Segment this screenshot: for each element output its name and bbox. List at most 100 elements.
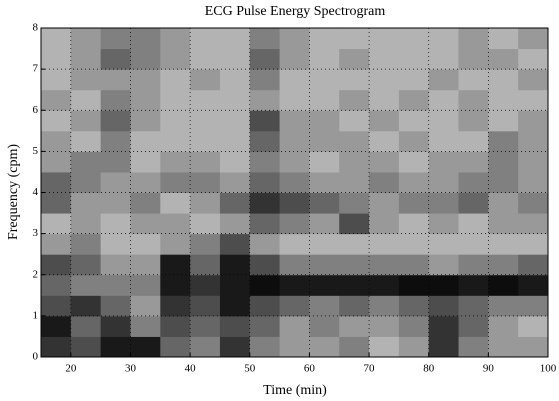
heat-cell bbox=[429, 49, 459, 70]
heat-cell bbox=[101, 90, 131, 111]
heat-cell bbox=[399, 131, 429, 152]
heat-cell bbox=[101, 275, 131, 296]
heat-cell bbox=[488, 151, 518, 172]
heat-cell bbox=[130, 336, 160, 357]
heat-cell bbox=[101, 254, 131, 275]
heat-cell bbox=[250, 90, 280, 111]
heat-cell bbox=[280, 110, 310, 131]
heat-cell bbox=[488, 316, 518, 337]
heat-cell bbox=[309, 90, 339, 111]
heat-cell bbox=[41, 234, 71, 255]
heat-cell bbox=[309, 151, 339, 172]
heat-cell bbox=[190, 213, 220, 234]
heat-cell bbox=[369, 254, 399, 275]
heat-cell bbox=[160, 316, 190, 337]
heat-cell bbox=[71, 254, 101, 275]
y-tick-label: 7 bbox=[33, 63, 39, 75]
y-tick-label: 0 bbox=[33, 351, 39, 363]
heat-cell bbox=[369, 49, 399, 70]
heat-cell bbox=[250, 151, 280, 172]
heat-cell bbox=[41, 151, 71, 172]
heat-cell bbox=[518, 336, 548, 357]
heat-cell bbox=[369, 172, 399, 193]
heat-cell bbox=[41, 213, 71, 234]
heat-cell bbox=[190, 336, 220, 357]
heat-cell bbox=[160, 193, 190, 214]
heat-cell bbox=[369, 131, 399, 152]
heat-cell bbox=[190, 275, 220, 296]
heat-cell bbox=[130, 275, 160, 296]
heat-cell bbox=[488, 275, 518, 296]
heat-cell bbox=[71, 49, 101, 70]
heat-cell bbox=[71, 295, 101, 316]
heat-cell bbox=[190, 295, 220, 316]
heat-cell bbox=[71, 193, 101, 214]
heat-cell bbox=[488, 90, 518, 111]
heat-cell bbox=[429, 110, 459, 131]
heat-cell bbox=[71, 275, 101, 296]
heat-cell bbox=[309, 49, 339, 70]
heat-cell bbox=[459, 69, 489, 90]
heat-cell bbox=[160, 49, 190, 70]
heat-cell bbox=[250, 234, 280, 255]
heat-cell bbox=[399, 275, 429, 296]
heat-cell bbox=[459, 90, 489, 111]
heat-cell bbox=[369, 151, 399, 172]
heat-cell bbox=[250, 131, 280, 152]
heat-cell bbox=[369, 110, 399, 131]
heat-cell bbox=[280, 151, 310, 172]
heat-cell bbox=[488, 295, 518, 316]
heat-cell bbox=[190, 254, 220, 275]
heat-cell bbox=[369, 234, 399, 255]
heat-cell bbox=[130, 193, 160, 214]
heat-cell bbox=[399, 49, 429, 70]
heat-cell bbox=[71, 28, 101, 49]
heat-cell bbox=[130, 28, 160, 49]
heat-cell bbox=[71, 69, 101, 90]
heat-cell bbox=[339, 336, 369, 357]
heat-cell bbox=[101, 336, 131, 357]
heat-cell bbox=[459, 234, 489, 255]
heat-cell bbox=[399, 213, 429, 234]
heat-cell bbox=[250, 295, 280, 316]
x-tick-label: 30 bbox=[125, 363, 137, 375]
heat-cell bbox=[399, 69, 429, 90]
heat-cell bbox=[160, 254, 190, 275]
heat-cell bbox=[488, 49, 518, 70]
heat-cell bbox=[369, 295, 399, 316]
heat-cell bbox=[429, 275, 459, 296]
heat-cell bbox=[220, 28, 250, 49]
heat-cell bbox=[220, 110, 250, 131]
heat-cell bbox=[250, 254, 280, 275]
heat-cell bbox=[160, 131, 190, 152]
heat-cell bbox=[339, 49, 369, 70]
x-tick-label: 70 bbox=[364, 363, 376, 375]
heat-cell bbox=[399, 90, 429, 111]
heat-cell bbox=[309, 193, 339, 214]
heat-cell bbox=[459, 254, 489, 275]
heat-cell bbox=[41, 336, 71, 357]
heat-cell bbox=[250, 213, 280, 234]
heat-cell bbox=[518, 316, 548, 337]
heat-cell bbox=[459, 49, 489, 70]
heat-cell bbox=[280, 90, 310, 111]
heat-cell bbox=[220, 90, 250, 111]
y-tick-label: 5 bbox=[33, 145, 39, 157]
heat-cell bbox=[309, 316, 339, 337]
heat-cell bbox=[101, 213, 131, 234]
heat-cell bbox=[190, 28, 220, 49]
heat-cell bbox=[130, 110, 160, 131]
chart: ECG Pulse Energy Spectrogram Time (min) … bbox=[0, 0, 559, 401]
heat-cell bbox=[459, 151, 489, 172]
heat-cell bbox=[459, 110, 489, 131]
heat-cell bbox=[280, 234, 310, 255]
heat-cell bbox=[41, 172, 71, 193]
heat-cell bbox=[41, 49, 71, 70]
heat-cell bbox=[220, 336, 250, 357]
heat-cell bbox=[280, 295, 310, 316]
heat-cell bbox=[71, 234, 101, 255]
heat-cell bbox=[459, 131, 489, 152]
heat-cell bbox=[160, 213, 190, 234]
heat-cell bbox=[309, 295, 339, 316]
heat-cell bbox=[369, 275, 399, 296]
